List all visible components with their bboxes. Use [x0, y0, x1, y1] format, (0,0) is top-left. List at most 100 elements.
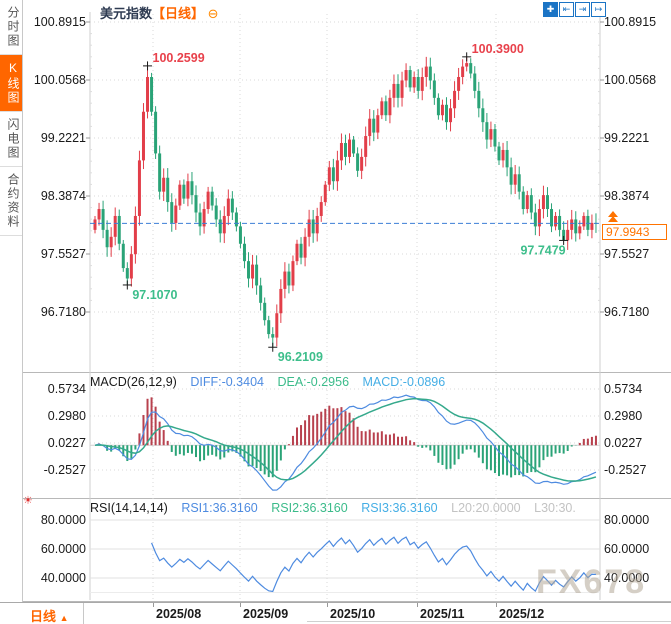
y-axis-label-left: 97.5527	[41, 247, 86, 261]
candle-body	[242, 243, 246, 262]
collapse-icon[interactable]: ⊖	[207, 6, 219, 21]
rsi-axis-label-left: 80.0000	[41, 513, 86, 527]
y-axis-label-right: 97.5527	[604, 247, 649, 261]
price-annotation: 97.1070	[132, 288, 177, 302]
candle-body	[311, 219, 315, 234]
pan-crosshair-icon[interactable]: ✚	[543, 2, 558, 17]
candle-body	[428, 66, 432, 81]
candle-body	[279, 288, 283, 314]
candle-body	[295, 243, 299, 262]
candle-body	[226, 198, 230, 216]
candle-body	[121, 243, 125, 269]
period-selector-label: 日线	[30, 609, 57, 624]
sidebar-tab-time-chart[interactable]: 分时图	[0, 0, 22, 55]
candle-body	[146, 76, 150, 112]
candle-body	[303, 236, 307, 258]
candle-body	[481, 108, 485, 123]
rsi-params: RSI(14,14,14)	[90, 501, 168, 515]
candle-body	[360, 156, 364, 171]
candle-body	[590, 222, 594, 230]
macd-axis-label-left: 0.5734	[48, 382, 86, 396]
candle-body	[158, 153, 162, 192]
y-axis-label-left: 98.3874	[41, 189, 86, 203]
sidebar-tab-kline-chart[interactable]: K线图	[0, 55, 22, 112]
candle-body	[327, 167, 331, 185]
x-axis-label: 2025/10	[330, 607, 376, 621]
candle-body	[198, 212, 202, 227]
sidebar-tab-lightning-chart[interactable]: 闪电图	[0, 112, 22, 167]
candle-body	[424, 66, 428, 77]
candle-body	[444, 104, 448, 123]
candle-body	[517, 174, 521, 192]
candle-body	[234, 212, 238, 227]
candlestick-series	[93, 56, 598, 348]
candle-body	[396, 83, 400, 98]
macd-diff-line	[94, 394, 597, 491]
indicator-settings-icon[interactable]: ☀	[23, 495, 33, 507]
candle-body	[436, 97, 440, 116]
chart-title: 美元指数【日线】 ⊖	[100, 3, 219, 22]
y-axis-label-right: 99.2221	[604, 131, 649, 145]
candle-body	[449, 108, 453, 123]
candle-body	[566, 229, 570, 241]
macd-axis-label-right: 0.0227	[604, 436, 642, 450]
candle-body	[505, 149, 509, 168]
rsi-header: RSI(14,14,14) RSI1:36.3160 RSI2:36.3160 …	[90, 501, 586, 515]
candle-body	[263, 302, 267, 321]
x-axis-label: 2025/12	[499, 607, 545, 621]
macd-header: MACD(26,12,9) DIFF:-0.3404 DEA:-0.2956 M…	[90, 375, 455, 389]
zoom-out-x-axis-icon[interactable]: ⇥	[575, 2, 590, 17]
rsi-l30-value: L30:30.	[534, 501, 576, 515]
candle-body	[497, 146, 501, 161]
candle-body	[558, 215, 562, 230]
macd-dea-line	[94, 397, 597, 482]
symbol-name: 美元指数	[100, 6, 153, 21]
candle-body	[97, 209, 101, 220]
candle-body	[356, 153, 360, 171]
candle-body	[554, 215, 558, 227]
candle-body	[319, 202, 323, 216]
macd-axis-label-right: 0.5734	[604, 382, 642, 396]
y-axis-label-right: 100.8915	[604, 15, 656, 29]
macd-hist-value: MACD:-0.0896	[362, 375, 446, 389]
y-axis-label-left: 99.2221	[41, 131, 86, 145]
sidebar-tab-contract-info[interactable]: 合约资料	[0, 167, 22, 236]
candle-body	[485, 122, 489, 140]
candle-body	[93, 219, 97, 230]
bottom-bar: 日线 ▲ 2025/08 2025/09 2025/10 2025/11 202…	[0, 602, 671, 624]
candle-body	[307, 219, 311, 237]
candle-body	[352, 139, 356, 154]
candle-body	[323, 184, 327, 203]
candle-body	[404, 70, 408, 81]
candle-body	[440, 104, 444, 116]
candle-body	[582, 215, 586, 227]
macd-params: MACD(26,12,9)	[90, 375, 177, 389]
candle-body	[525, 195, 529, 210]
candle-body	[473, 73, 477, 91]
price-annotation: 100.3900	[472, 42, 524, 56]
period-tag: 【日线】	[152, 6, 205, 21]
candle-body	[129, 254, 133, 279]
candle-body	[174, 205, 178, 223]
candle-body	[570, 219, 574, 230]
candle-body	[113, 215, 117, 237]
period-selector[interactable]: 日线 ▲	[30, 606, 69, 624]
x-axis-label: 2025/11	[420, 607, 465, 621]
candle-body	[550, 209, 554, 227]
shift-right-icon[interactable]: ↦	[591, 2, 606, 17]
candle-body	[400, 80, 404, 98]
rsi-panel: 80.0000 80.0000 60.0000 60.0000 40.0000 40.00…	[41, 513, 649, 593]
rsi-axis-label-right: 40.0000	[604, 571, 649, 585]
candle-body	[194, 195, 198, 213]
candle-body	[315, 215, 319, 234]
zoom-in-x-axis-icon[interactable]: ⇤	[559, 2, 574, 17]
candle-body	[137, 160, 141, 216]
candle-body	[574, 219, 578, 234]
candle-body	[154, 111, 158, 154]
candle-body	[259, 285, 263, 303]
candle-body	[384, 101, 388, 116]
rsi-axis-label-left: 60.0000	[41, 542, 86, 556]
macd-panel: 0.5734 0.5734 0.2980 0.2980 0.0227 0.0227 -0.2…	[44, 382, 646, 491]
x-axis-tick	[327, 603, 328, 607]
